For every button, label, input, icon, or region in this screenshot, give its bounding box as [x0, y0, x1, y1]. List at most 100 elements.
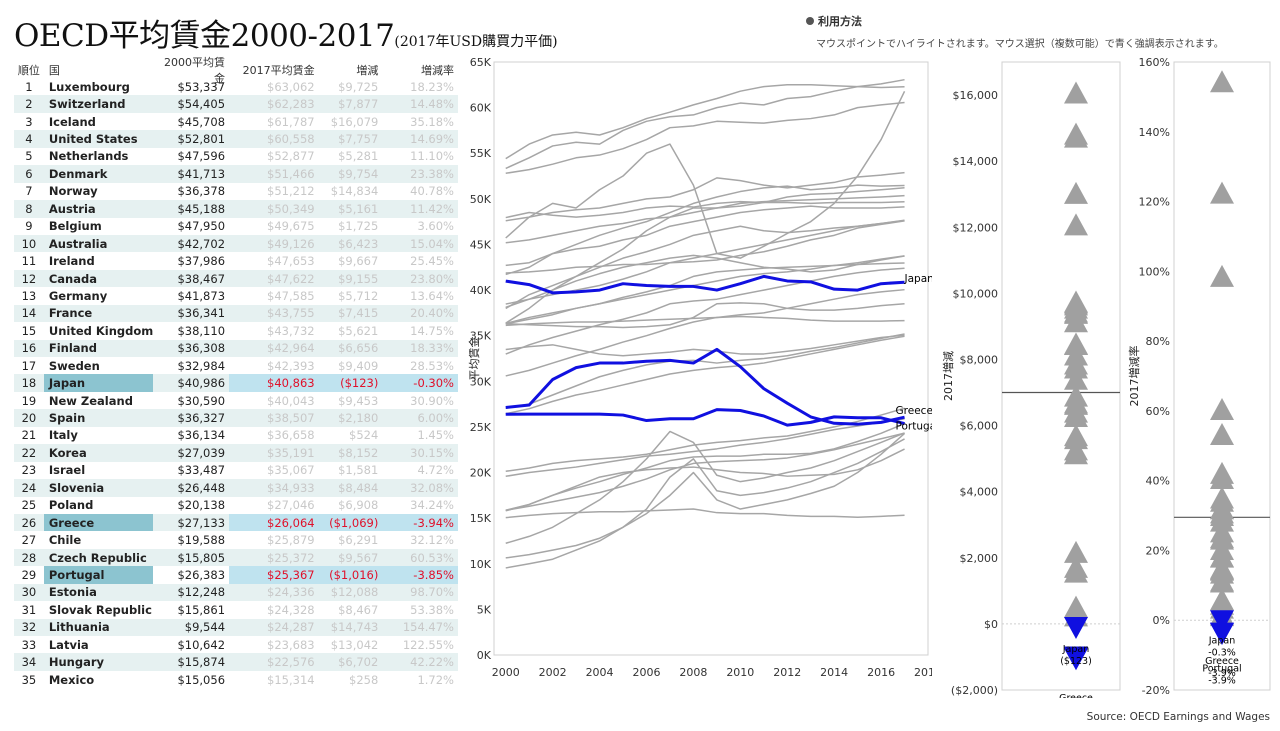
series-line-portugal[interactable] [505, 408, 905, 427]
table-row[interactable]: 10 Australia $42,702 $49,126 $6,423 15.04% [14, 234, 458, 253]
table-row[interactable]: 11 Ireland $37,986 $47,653 $9,667 25.45% [14, 252, 458, 269]
triangle-up-marker[interactable] [1064, 296, 1088, 319]
triangle-down-marker-japan[interactable] [1210, 610, 1234, 633]
table-row[interactable]: 29 Portugal $26,383 $25,367 ($1,016) -3.85% [14, 566, 458, 584]
series-line-germany[interactable] [505, 220, 905, 274]
series-line-austria[interactable] [505, 194, 905, 244]
triangle-up-marker[interactable] [1210, 497, 1234, 520]
change-chart[interactable]: $16,000 $14,000 $12,000 $10,000 $8,000 $6,000… [938, 58, 1124, 698]
table-row[interactable]: 13 Germany $41,873 $47,585 $5,712 13.64% [14, 287, 458, 304]
series-line-latvia[interactable] [505, 438, 905, 559]
table-row[interactable]: 17 Sweden $32,984 $42,393 $9,409 28.53% [14, 357, 458, 374]
series-line-australia[interactable] [505, 205, 905, 267]
table-row[interactable]: 3 Iceland $45,708 $61,787 $16,079 35.18% [14, 113, 458, 130]
triangle-up-marker[interactable] [1210, 557, 1234, 580]
series-line-sweden[interactable] [505, 267, 905, 355]
line-chart[interactable]: 0K 5K 10K 15K 20K 25K 30K 35K 40K 45K 50K 55K 60K 65K… [464, 58, 932, 698]
series-line-israel[interactable] [505, 334, 905, 357]
triangle-up-marker[interactable] [1064, 181, 1088, 204]
triangle-up-marker[interactable] [1064, 404, 1088, 427]
series-line-ireland[interactable] [505, 219, 905, 310]
rate-chart[interactable]: 160% 140% 120% 100% 80% 60% 40% 20% 0% -20% 2017増減… [1126, 58, 1274, 698]
table-row[interactable]: 22 Korea $27,039 $35,191 $8,152 30.15% [14, 444, 458, 462]
table-row[interactable]: 20 Spain $36,327 $38,507 $2,180 6.00% [14, 409, 458, 427]
series-line-greece[interactable] [505, 347, 905, 426]
triangle-up-marker[interactable] [1064, 125, 1088, 148]
table-row[interactable]: 34 Hungary $15,874 $22,576 $6,702 42.22% [14, 653, 458, 671]
table-row[interactable]: 33 Latvia $10,642 $23,683 $13,042 122.55% [14, 636, 458, 653]
change-rate-cell: -3.85% [382, 566, 458, 584]
table-row[interactable]: 31 Slovak Republic $15,861 $24,328 $8,467 53.… [14, 601, 458, 618]
triangle-up-marker[interactable] [1210, 70, 1234, 93]
table-row[interactable]: 18 Japan $40,986 $40,863 ($123) -0.30% [14, 374, 458, 392]
series-line-hungary[interactable] [505, 448, 905, 511]
triangle-down-marker-portugal[interactable] [1210, 622, 1234, 645]
series-line-belgium[interactable] [505, 200, 905, 219]
series-line-new-zealand[interactable] [505, 288, 905, 377]
triangle-down-marker-japan[interactable] [1064, 616, 1088, 639]
triangle-up-marker[interactable] [1064, 560, 1088, 583]
triangle-up-marker[interactable] [1064, 213, 1088, 236]
series-line-slovak-republic[interactable] [505, 432, 905, 512]
series-line-finland[interactable] [505, 262, 905, 325]
table-row[interactable]: 14 France $36,341 $43,755 $7,415 20.40% [14, 304, 458, 323]
series-line-japan[interactable] [505, 274, 905, 295]
series-line-poland[interactable] [505, 407, 905, 473]
table-row[interactable]: 8 Austria $45,188 $50,349 $5,161 11.42% [14, 200, 458, 218]
table-row[interactable]: 9 Belgium $47,950 $49,675 $1,725 3.60% [14, 218, 458, 235]
series-line-estonia[interactable] [505, 430, 905, 544]
series-line-mexico[interactable] [505, 508, 905, 519]
triangle-up-marker[interactable] [1210, 526, 1234, 549]
table-row[interactable]: 23 Israel $33,487 $35,067 $1,581 4.72% [14, 462, 458, 479]
series-line-united-states[interactable] [505, 101, 905, 175]
table-row[interactable]: 7 Norway $36,378 $51,212 $14,834 40.78% [14, 183, 458, 200]
series-line-italy[interactable] [505, 315, 905, 327]
triangle-up-marker[interactable] [1064, 367, 1088, 390]
series-line-korea[interactable] [505, 333, 905, 410]
table-row[interactable]: 4 United States $52,801 $60,558 $7,757 14.69% [14, 130, 458, 148]
series-line-united-kingdom[interactable] [505, 254, 905, 309]
series-line-chile[interactable] [505, 418, 905, 478]
table-row[interactable]: 19 New Zealand $30,590 $40,043 $9,453 30.90% [14, 392, 458, 409]
wage-2000-cell: $15,056 [177, 672, 226, 687]
table-row[interactable]: 16 Finland $36,308 $42,964 $6,656 18.33% [14, 339, 458, 357]
triangle-down-marker-portugal[interactable] [1064, 646, 1088, 669]
table-row[interactable]: 32 Lithuania $9,544 $24,287 $14,743 154.47% [14, 618, 458, 636]
table-row[interactable]: 12 Canada $38,467 $47,622 $9,155 23.80% [14, 269, 458, 288]
triangle-up-marker[interactable] [1064, 333, 1088, 356]
series-line-czech-republic[interactable] [505, 422, 905, 512]
series-line-luxembourg[interactable] [505, 78, 905, 170]
triangle-up-marker[interactable] [1210, 398, 1234, 421]
series-line-netherlands[interactable] [505, 171, 905, 222]
triangle-up-marker[interactable] [1210, 545, 1234, 568]
table-row[interactable]: 25 Poland $20,138 $27,046 $6,908 34.24% [14, 497, 458, 514]
series-line-spain[interactable] [505, 302, 905, 329]
series-line-switzerland[interactable] [505, 84, 905, 160]
table-row[interactable]: 24 Slovenia $26,448 $34,933 $8,484 32.08% [14, 479, 458, 497]
table-row[interactable]: 21 Italy $36,134 $36,658 $524 1.45% [14, 427, 458, 444]
triangle-up-marker[interactable] [1064, 81, 1088, 104]
triangle-up-marker[interactable] [1210, 461, 1234, 484]
triangle-up-marker[interactable] [1210, 181, 1234, 204]
triangle-up-marker[interactable] [1064, 540, 1088, 563]
table-row[interactable]: 27 Chile $19,588 $25,879 $6,291 32.12% [14, 531, 458, 548]
triangle-up-marker[interactable] [1210, 422, 1234, 445]
table-row[interactable]: 5 Netherlands $47,596 $52,877 $5,281 11.10% [14, 148, 458, 165]
triangle-up-marker[interactable] [1210, 264, 1234, 287]
table-row[interactable]: 1 Luxembourg $53,337 $63,062 $9,725 18.23% [14, 78, 458, 95]
series-line-lithuania[interactable] [505, 432, 906, 569]
triangle-up-marker[interactable] [1064, 442, 1088, 465]
triangle-up-marker[interactable] [1064, 427, 1088, 450]
table-row[interactable]: 15 United Kingdom $38,110 $43,732 $5,621 14.7… [14, 322, 458, 339]
table-row[interactable]: 2 Switzerland $54,405 $62,283 $7,877 14.48% [14, 95, 458, 113]
triangle-up-marker[interactable] [1064, 391, 1088, 414]
table-row[interactable]: 30 Estonia $12,248 $24,336 $12,088 98.70% [14, 583, 458, 602]
series-line-denmark[interactable] [505, 184, 905, 276]
triangle-up-marker[interactable] [1064, 356, 1088, 379]
table-row[interactable]: 6 Denmark $41,713 $51,466 $9,754 23.38% [14, 165, 458, 183]
table-row[interactable]: 35 Mexico $15,056 $15,314 $258 1.72% [14, 671, 458, 688]
wage-2017-cell: $51,466 [267, 166, 315, 181]
table-row[interactable]: 26 Greece $27,133 $26,064 ($1,069) -3.94% [14, 513, 458, 532]
series-line-slovenia[interactable] [505, 335, 905, 415]
table-row[interactable]: 28 Czech Republic $15,805 $25,372 $9,567 60.5… [14, 548, 458, 567]
